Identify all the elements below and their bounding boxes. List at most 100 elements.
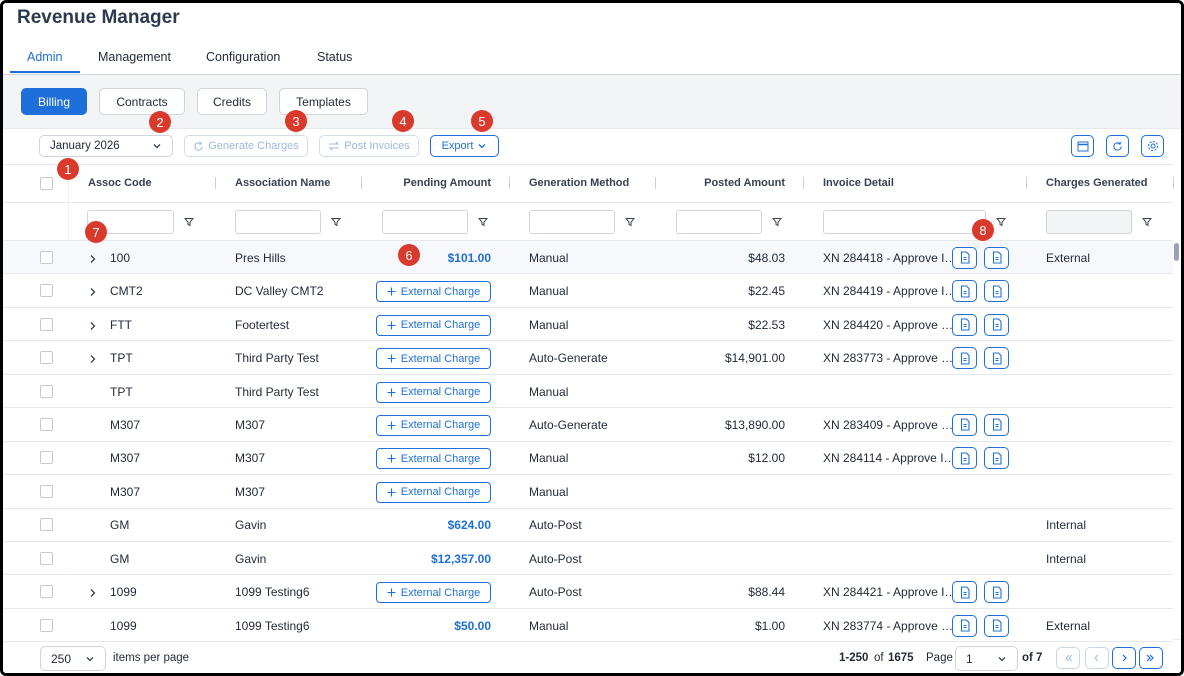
pdf-button[interactable] bbox=[952, 280, 977, 303]
top-bar bbox=[3, 3, 1181, 75]
row-checkbox[interactable] bbox=[40, 284, 53, 298]
export-button[interactable]: Export bbox=[430, 135, 499, 157]
post-invoices-button[interactable]: Post Invoices bbox=[319, 135, 419, 157]
pagination-button[interactable] bbox=[1056, 647, 1080, 669]
doc-icon bbox=[960, 318, 970, 331]
pagination-button[interactable] bbox=[1139, 647, 1163, 669]
toolbar-icon-button[interactable] bbox=[1106, 135, 1129, 157]
nav-tab[interactable]: Admin bbox=[27, 50, 63, 64]
external-charge-button[interactable]: External Charge bbox=[376, 582, 491, 604]
expand-toggle[interactable] bbox=[89, 286, 97, 300]
filter-button[interactable] bbox=[771, 216, 783, 230]
document-button[interactable] bbox=[984, 413, 1009, 436]
row-checkbox[interactable] bbox=[40, 384, 53, 398]
plus-icon bbox=[387, 488, 396, 497]
external-charge-label: External Charge bbox=[400, 486, 481, 499]
row-checkbox[interactable] bbox=[40, 250, 53, 264]
external-charge-button[interactable]: External Charge bbox=[376, 281, 491, 303]
external-charge-button[interactable]: External Charge bbox=[376, 381, 491, 403]
column-separator bbox=[1173, 177, 1174, 189]
row-checkbox[interactable] bbox=[40, 351, 53, 365]
charges-generated: Internal bbox=[1046, 551, 1087, 566]
filter-input[interactable] bbox=[676, 210, 762, 234]
association-name: Pres Hills bbox=[235, 250, 286, 265]
doc-icon bbox=[992, 586, 1002, 599]
filter-button[interactable] bbox=[1141, 216, 1153, 230]
toolbar-icon-button[interactable] bbox=[1071, 135, 1094, 157]
subtab-button[interactable]: Contracts bbox=[99, 88, 185, 115]
pagination-button[interactable] bbox=[1112, 647, 1136, 669]
row-checkbox[interactable] bbox=[40, 618, 53, 632]
period-select[interactable]: January 2026 bbox=[39, 135, 173, 157]
generation-method: Manual bbox=[529, 284, 569, 299]
pdf-button[interactable] bbox=[952, 581, 977, 604]
filter-input[interactable] bbox=[529, 210, 615, 234]
page-size-select[interactable]: 250 bbox=[40, 646, 106, 671]
row-checkbox[interactable] bbox=[40, 484, 53, 498]
external-charge-button[interactable]: External Charge bbox=[376, 314, 491, 336]
subtab-button[interactable]: Credits bbox=[197, 88, 267, 115]
external-charge-button[interactable]: External Charge bbox=[376, 481, 491, 503]
doc-icon bbox=[992, 619, 1002, 632]
table-row bbox=[3, 542, 1173, 576]
column-separator bbox=[215, 177, 216, 189]
row-checkbox[interactable] bbox=[40, 551, 53, 565]
filter-input[interactable] bbox=[1046, 210, 1132, 234]
document-button[interactable] bbox=[984, 581, 1009, 604]
toolbar-icon-button[interactable] bbox=[1141, 135, 1164, 157]
external-charge-button[interactable]: External Charge bbox=[376, 448, 491, 470]
row-checkbox[interactable] bbox=[40, 417, 53, 431]
pdf-button[interactable] bbox=[952, 246, 977, 269]
pdf-button[interactable] bbox=[952, 413, 977, 436]
filter-button[interactable] bbox=[477, 216, 489, 230]
filter-button[interactable] bbox=[330, 216, 342, 230]
filter-button[interactable] bbox=[624, 216, 636, 230]
expand-toggle[interactable] bbox=[89, 587, 97, 601]
expand-toggle[interactable] bbox=[89, 320, 97, 334]
external-charge-button[interactable]: External Charge bbox=[376, 348, 491, 370]
posted-amount: $1.00 bbox=[754, 618, 785, 633]
row-checkbox[interactable] bbox=[40, 585, 53, 599]
callout-badge: 3 bbox=[285, 110, 307, 132]
row-checkbox[interactable] bbox=[40, 451, 53, 465]
pdf-button[interactable] bbox=[952, 347, 977, 370]
document-button[interactable] bbox=[984, 614, 1009, 637]
document-button[interactable] bbox=[984, 347, 1009, 370]
association-name: Third Party Test bbox=[235, 351, 319, 366]
association-name: 1099 Testing6 bbox=[235, 618, 310, 633]
filter-input[interactable] bbox=[235, 210, 321, 234]
filter-button[interactable] bbox=[995, 216, 1007, 230]
row-checkbox[interactable] bbox=[40, 317, 53, 331]
expand-icon bbox=[90, 321, 96, 330]
filter-button[interactable] bbox=[183, 216, 195, 230]
nav-tab[interactable]: Status bbox=[317, 50, 353, 64]
expand-toggle[interactable] bbox=[89, 253, 97, 267]
select-all-checkbox[interactable] bbox=[40, 177, 53, 190]
generate-charges-button[interactable]: Generate Charges bbox=[184, 135, 308, 157]
filter-input[interactable] bbox=[382, 210, 468, 234]
expand-toggle[interactable] bbox=[89, 353, 97, 367]
pagination-button[interactable] bbox=[1085, 647, 1109, 669]
nav-tab[interactable]: Configuration bbox=[206, 50, 281, 64]
association-name: M307 bbox=[235, 484, 266, 499]
association-name: DC Valley CMT2 bbox=[235, 284, 324, 299]
document-button[interactable] bbox=[984, 246, 1009, 269]
pdf-button[interactable] bbox=[952, 447, 977, 470]
external-charge-button[interactable]: External Charge bbox=[376, 414, 491, 436]
column-separator bbox=[361, 177, 362, 189]
table-row bbox=[3, 475, 1173, 509]
document-button[interactable] bbox=[984, 313, 1009, 336]
assoc-code: CMT2 bbox=[110, 284, 143, 299]
pdf-button[interactable] bbox=[952, 313, 977, 336]
subtab-button[interactable]: Templates bbox=[279, 88, 368, 115]
invoice-detail: XN 284421 - Approve I… bbox=[823, 585, 957, 600]
row-checkbox[interactable] bbox=[40, 518, 53, 532]
page-select[interactable]: 1 bbox=[955, 646, 1018, 671]
filter-input[interactable] bbox=[823, 210, 986, 234]
subtab-button[interactable]: Billing bbox=[21, 88, 87, 115]
callout-badge: 4 bbox=[392, 110, 414, 132]
nav-tab[interactable]: Management bbox=[98, 50, 171, 64]
document-button[interactable] bbox=[984, 280, 1009, 303]
pdf-button[interactable] bbox=[952, 614, 977, 637]
document-button[interactable] bbox=[984, 447, 1009, 470]
